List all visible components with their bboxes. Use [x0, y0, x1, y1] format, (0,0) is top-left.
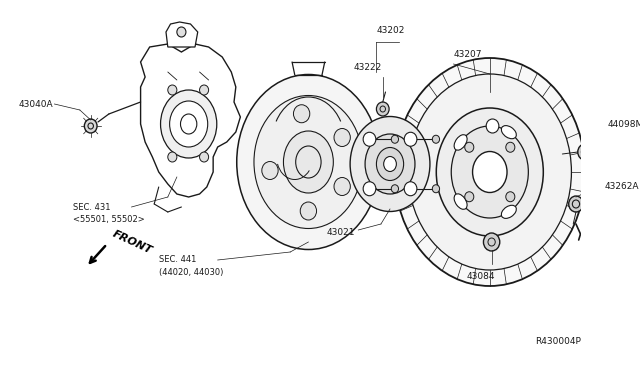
Text: 43262A: 43262A: [605, 182, 639, 190]
Text: 43207: 43207: [454, 50, 482, 59]
Circle shape: [569, 196, 583, 212]
Circle shape: [404, 132, 417, 146]
Text: 43040A: 43040A: [18, 99, 52, 109]
Text: SEC. 431: SEC. 431: [72, 202, 110, 212]
Polygon shape: [166, 22, 198, 47]
Ellipse shape: [454, 194, 467, 209]
Polygon shape: [141, 44, 241, 197]
Circle shape: [432, 135, 440, 143]
Text: R430004P: R430004P: [535, 337, 581, 346]
Circle shape: [376, 102, 389, 116]
Ellipse shape: [170, 101, 208, 147]
Ellipse shape: [284, 131, 333, 193]
Ellipse shape: [454, 135, 467, 150]
Circle shape: [506, 142, 515, 152]
Ellipse shape: [365, 134, 415, 194]
Ellipse shape: [376, 148, 404, 180]
Ellipse shape: [383, 157, 396, 171]
Ellipse shape: [472, 151, 507, 192]
Circle shape: [294, 105, 310, 123]
Circle shape: [262, 161, 278, 180]
Circle shape: [177, 27, 186, 37]
Circle shape: [363, 182, 376, 196]
Text: FRONT: FRONT: [111, 228, 154, 256]
Ellipse shape: [237, 74, 380, 250]
Text: 43202: 43202: [376, 26, 404, 35]
Circle shape: [404, 182, 417, 196]
Ellipse shape: [161, 90, 217, 158]
Circle shape: [506, 192, 515, 202]
Ellipse shape: [451, 126, 529, 218]
Circle shape: [432, 185, 440, 193]
Circle shape: [168, 85, 177, 95]
Ellipse shape: [394, 58, 585, 286]
Circle shape: [391, 135, 399, 143]
Circle shape: [334, 128, 350, 147]
Ellipse shape: [408, 74, 572, 270]
Circle shape: [465, 192, 474, 202]
Text: 43021: 43021: [326, 228, 355, 237]
Circle shape: [200, 152, 209, 162]
Circle shape: [465, 142, 474, 152]
Circle shape: [334, 177, 350, 196]
Ellipse shape: [436, 108, 543, 236]
Circle shape: [300, 202, 317, 220]
Ellipse shape: [350, 116, 430, 212]
Ellipse shape: [501, 126, 516, 139]
Text: <55501, 55502>: <55501, 55502>: [72, 215, 144, 224]
Circle shape: [200, 85, 209, 95]
Circle shape: [483, 233, 500, 251]
Circle shape: [391, 185, 399, 193]
Circle shape: [168, 152, 177, 162]
Text: (44020, 44030): (44020, 44030): [159, 267, 223, 276]
Ellipse shape: [501, 205, 516, 218]
Circle shape: [578, 144, 592, 160]
Text: 43084: 43084: [467, 272, 495, 281]
Text: 43222: 43222: [354, 62, 382, 71]
Circle shape: [486, 119, 499, 133]
Text: SEC. 441: SEC. 441: [159, 256, 196, 264]
Ellipse shape: [254, 96, 363, 228]
Circle shape: [84, 119, 97, 133]
Circle shape: [363, 132, 376, 146]
Text: 44098M: 44098M: [608, 119, 640, 128]
